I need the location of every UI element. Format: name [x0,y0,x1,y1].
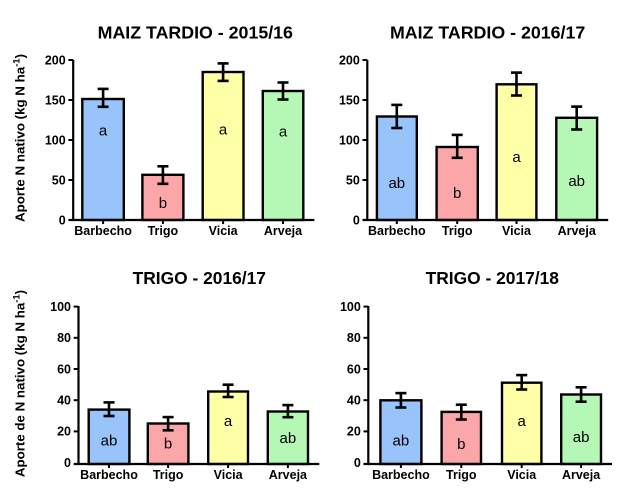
svg-text:40: 40 [347,394,361,408]
svg-text:a: a [224,413,233,430]
svg-text:150: 150 [339,93,360,107]
svg-text:b: b [164,436,172,453]
svg-text:Trigo: Trigo [442,224,473,238]
svg-text:b: b [453,185,461,202]
svg-text:100: 100 [340,300,361,314]
svg-text:Vicia: Vicia [507,468,537,482]
svg-text:60: 60 [57,362,71,376]
svg-text:a: a [512,149,521,166]
svg-text:a: a [279,123,288,140]
svg-text:Arveja: Arveja [264,224,303,238]
svg-text:0: 0 [353,213,360,227]
svg-text:ab: ab [573,429,590,446]
svg-text:Vicia: Vicia [502,224,532,238]
svg-text:MAIZ TARDIO - 2015/16: MAIZ TARDIO - 2015/16 [98,22,293,42]
svg-text:Trigo: Trigo [148,224,179,238]
svg-text:Barbecho: Barbecho [80,468,138,482]
svg-text:ab: ab [568,173,585,190]
svg-text:200: 200 [45,53,66,67]
svg-text:MAIZ TARDIO - 2016/17: MAIZ TARDIO - 2016/17 [390,22,585,42]
svg-text:200: 200 [339,53,360,67]
svg-text:Trigo: Trigo [153,468,184,482]
svg-text:50: 50 [52,173,66,187]
svg-text:a: a [518,413,527,430]
svg-text:50: 50 [346,173,360,187]
svg-text:Barbecho: Barbecho [74,224,132,238]
svg-text:Arveja: Arveja [558,224,597,238]
svg-text:Aporte N nativo (kg N ha-1): Aporte N nativo (kg N ha-1) [11,54,28,222]
svg-text:Vicia: Vicia [214,468,244,482]
svg-text:a: a [219,121,228,138]
svg-text:20: 20 [57,425,71,439]
svg-text:ab: ab [393,432,410,449]
svg-text:100: 100 [50,300,71,314]
svg-text:TRIGO - 2017/18: TRIGO - 2017/18 [426,268,560,288]
svg-text:60: 60 [347,362,361,376]
svg-text:TRIGO - 2016/17: TRIGO - 2016/17 [133,268,266,288]
svg-text:100: 100 [339,133,360,147]
svg-text:ab: ab [101,433,118,450]
svg-text:Barbecho: Barbecho [372,468,430,482]
svg-text:150: 150 [45,93,66,107]
svg-text:40: 40 [57,394,71,408]
svg-text:b: b [457,436,465,453]
svg-text:a: a [99,123,108,140]
svg-text:ab: ab [388,175,405,192]
svg-text:Trigo: Trigo [446,468,477,482]
svg-text:80: 80 [57,331,71,345]
svg-text:0: 0 [59,213,66,227]
svg-text:0: 0 [354,456,361,470]
svg-text:Aporte de N nativo (kg N ha-1): Aporte de N nativo (kg N ha-1) [11,290,28,477]
svg-text:80: 80 [347,331,361,345]
svg-text:0: 0 [64,456,71,470]
svg-text:Barbecho: Barbecho [368,224,426,238]
svg-text:ab: ab [280,430,297,447]
svg-text:Arveja: Arveja [269,468,308,482]
svg-text:20: 20 [347,425,361,439]
svg-text:b: b [159,195,167,212]
svg-text:100: 100 [45,133,66,147]
svg-text:Vicia: Vicia [209,224,239,238]
svg-text:Arveja: Arveja [562,468,601,482]
